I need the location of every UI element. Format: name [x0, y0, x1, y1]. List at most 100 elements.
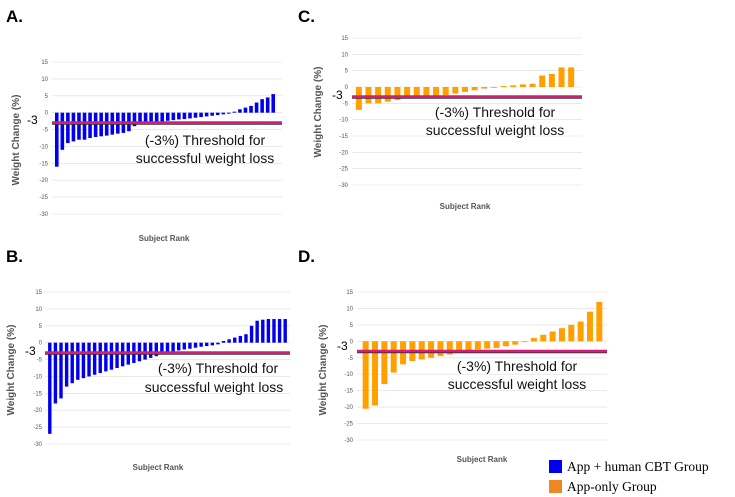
bar — [481, 87, 488, 89]
bar — [193, 112, 198, 118]
bar — [433, 87, 440, 97]
bar — [227, 339, 231, 343]
bar — [177, 112, 181, 120]
threshold-annotation-line1: (-3%) Threshold for — [145, 132, 266, 148]
y-tick-label: -30 — [39, 212, 48, 218]
y-tick-label: -25 — [39, 195, 48, 201]
bar — [254, 102, 259, 113]
bar — [456, 341, 463, 353]
bar — [530, 338, 537, 342]
bar — [462, 87, 468, 92]
bar — [132, 112, 137, 127]
bar — [577, 321, 584, 342]
bar — [586, 311, 593, 342]
bar — [372, 341, 379, 406]
bar — [143, 342, 147, 360]
bar — [413, 87, 420, 98]
bar — [160, 112, 165, 122]
bar — [76, 342, 80, 380]
legend-label: App-only Group — [567, 479, 657, 494]
bar — [493, 341, 500, 348]
bar — [500, 86, 507, 87]
bar — [71, 112, 76, 142]
bar — [510, 85, 517, 87]
bar — [154, 342, 158, 357]
bar — [404, 87, 411, 99]
y-tick-label: -5 — [37, 358, 43, 364]
threshold-annotation-line2: successful weight loss — [448, 376, 587, 392]
bar — [375, 87, 382, 104]
y-tick-label: 0 — [345, 85, 349, 91]
bar — [138, 112, 142, 125]
bar — [165, 112, 170, 121]
bar — [149, 112, 153, 123]
bar — [261, 319, 265, 343]
bar — [66, 112, 70, 144]
y-tick-label: -20 — [344, 405, 353, 411]
x-axis-label: Subject Rank — [139, 234, 190, 243]
bar — [558, 328, 565, 342]
bar — [428, 341, 435, 358]
bar — [384, 87, 391, 102]
bar — [221, 340, 226, 343]
y-tick-label: -5 — [43, 128, 49, 134]
bar — [249, 105, 253, 113]
y-tick-label: 0 — [45, 111, 49, 117]
bar — [471, 87, 478, 91]
chart-panel-b: 15 10 5 0 -5 -10 -15 -20 -25 -30 B. -3 Weight Change… — [6, 247, 290, 472]
y-tick-label: 5 — [345, 69, 349, 75]
bar — [437, 341, 444, 357]
bar — [109, 342, 114, 370]
y-tick-label: -25 — [33, 425, 42, 431]
threshold-annotation-line2: successful weight loss — [136, 150, 275, 166]
y-tick-label: -30 — [344, 438, 353, 444]
y-tick-label: -15 — [339, 134, 348, 140]
bar — [64, 342, 69, 387]
bar — [188, 342, 192, 349]
bar — [283, 319, 287, 343]
bar — [502, 341, 509, 347]
bar — [199, 342, 203, 347]
bar — [539, 75, 546, 87]
bar — [233, 337, 237, 343]
bar — [271, 94, 276, 113]
bar — [265, 97, 270, 113]
bar — [53, 342, 58, 404]
x-axis-label: Subject Rank — [457, 455, 508, 464]
chart-panel-c: 15 10 5 0 -5 -10 -15 -20 -25 -30 C. -3 Weight Change… — [298, 7, 582, 211]
bar — [549, 331, 556, 342]
bar — [529, 83, 536, 87]
bar — [260, 99, 264, 113]
bar — [423, 87, 430, 97]
bar — [177, 342, 181, 351]
y-tick-label: -5 — [348, 356, 354, 362]
x-axis-label: Subject Rank — [133, 463, 184, 472]
bar — [165, 342, 170, 353]
y-tick-label: -30 — [33, 442, 42, 448]
bar — [452, 87, 459, 94]
bar — [243, 107, 248, 113]
bar — [216, 342, 220, 345]
bar — [238, 335, 243, 343]
bar — [115, 342, 119, 368]
bar — [171, 342, 175, 352]
bar — [210, 342, 215, 346]
legend: App + human CBT Group App-only Group — [549, 459, 709, 494]
threshold-annotation-line2: successful weight loss — [426, 122, 565, 138]
threshold-annotation-line1: (-3%) Threshold for — [435, 104, 556, 120]
bar — [182, 342, 187, 350]
bar — [154, 112, 159, 123]
threshold-annotation-line2: successful weight loss — [145, 379, 284, 395]
threshold-annotation-line1: (-3%) Threshold for — [457, 358, 578, 374]
bar — [474, 341, 481, 350]
bar — [70, 342, 74, 384]
y-tick-label: -15 — [33, 391, 42, 397]
bar — [204, 112, 209, 117]
bar — [148, 342, 153, 358]
bar — [362, 341, 369, 409]
bar — [88, 112, 92, 138]
bar — [48, 342, 52, 434]
threshold-marker: -3 — [337, 339, 348, 353]
bar — [188, 112, 192, 119]
bar — [568, 324, 575, 342]
